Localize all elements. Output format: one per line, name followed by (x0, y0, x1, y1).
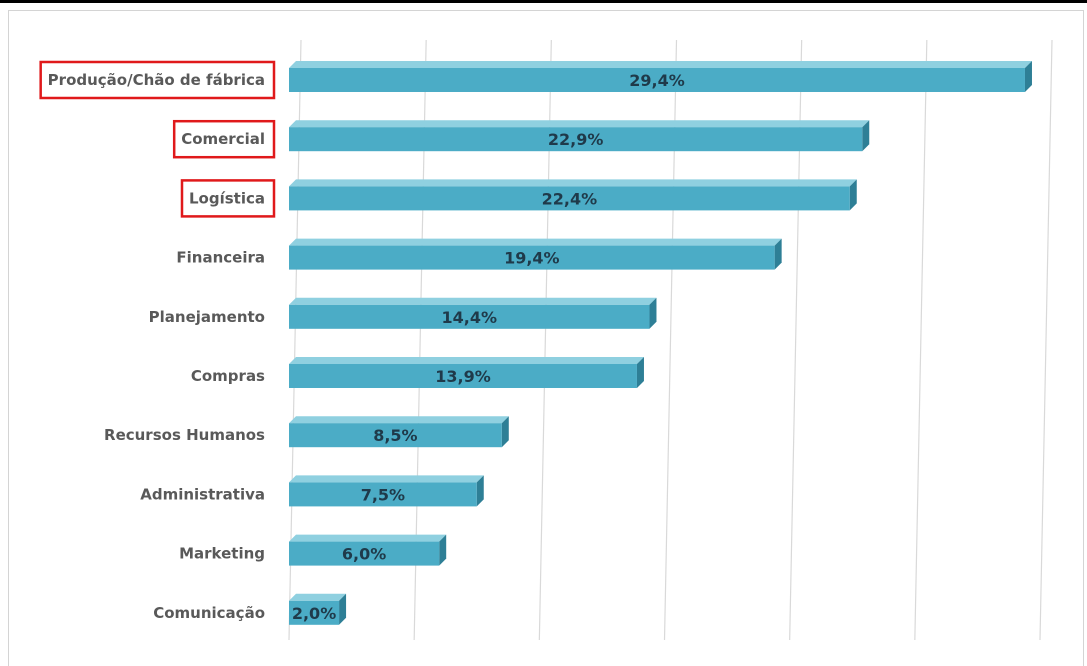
bar-top-face (289, 416, 509, 424)
bar-front-face (289, 127, 863, 152)
bar (289, 297, 657, 329)
bar (289, 593, 347, 625)
chart-frame (8, 10, 1084, 666)
bar (289, 475, 484, 507)
bar-top-face (289, 534, 447, 542)
bar-side-face (439, 534, 447, 566)
bar (289, 416, 509, 448)
category-label: Marketing (179, 545, 265, 563)
bar (289, 534, 447, 566)
bar-top-face (289, 179, 857, 187)
bar-side-face (476, 475, 484, 507)
value-label: 29,4% (629, 71, 685, 90)
bar-top-face (289, 238, 782, 246)
value-label: 6,0% (342, 545, 386, 564)
bar-front-face (289, 68, 1025, 92)
value-label: 19,4% (504, 249, 560, 268)
category-label: Comunicação (153, 604, 265, 622)
value-label: 2,0% (292, 604, 336, 623)
highlight-box (39, 60, 276, 100)
category-label: Planejamento (149, 308, 265, 326)
value-label: 13,9% (435, 367, 491, 386)
highlight-boxes (39, 60, 276, 218)
value-labels: 29,4% 22,9% 22,4% 19,4% 14,4% 13,9% 8,5% 7,5% 6,… (292, 71, 685, 623)
value-label: 8,5% (373, 426, 417, 445)
bar (289, 238, 782, 270)
bar-front-face (289, 245, 775, 270)
category-label: Financeira (176, 249, 265, 267)
category-label: Logística (189, 189, 265, 207)
bar-top-face (289, 297, 657, 305)
bar (289, 179, 857, 211)
bar-front-face (289, 541, 440, 566)
category-label: Produção/Chão de fábrica (48, 71, 265, 89)
value-label: 22,9% (548, 130, 604, 149)
value-label: 14,4% (441, 308, 497, 327)
bar-top-face (289, 61, 1032, 68)
bar-side-face (636, 357, 644, 388)
gridline (914, 39, 928, 641)
bar-front-face (289, 364, 637, 388)
bar-side-face (339, 593, 347, 625)
value-label: 22,4% (542, 189, 598, 208)
category-label: Administrativa (140, 485, 265, 503)
bar-top-face (289, 357, 644, 364)
bar-side-face (649, 297, 657, 329)
bar-side-face (501, 416, 509, 448)
gridline (1039, 39, 1053, 641)
highlight-box (180, 179, 276, 218)
bar-front-face (289, 482, 477, 507)
value-label: 7,5% (361, 485, 405, 504)
bar-top-face (289, 475, 484, 483)
category-label: Recursos Humanos (104, 426, 265, 444)
category-label: Comercial (181, 130, 265, 148)
bar (289, 120, 870, 152)
highlight-box (172, 119, 276, 159)
top-edge-band (0, 0, 1087, 3)
bar-side-face (862, 120, 870, 152)
bars (289, 61, 1032, 625)
category-label: Compras (191, 367, 265, 385)
bar-front-face (289, 186, 850, 211)
bar-side-face (1024, 61, 1032, 92)
bar-top-face (289, 593, 347, 601)
category-labels: Produção/Chão de fábrica Comercial Logísti… (48, 71, 265, 622)
bar-side-face (849, 179, 857, 211)
bar-front-face (289, 423, 502, 448)
bar-top-face (289, 120, 870, 128)
bar-front-face (289, 600, 340, 625)
bar (289, 61, 1032, 92)
bar-front-face (289, 304, 650, 329)
bar (289, 357, 644, 388)
bar-side-face (774, 238, 782, 270)
